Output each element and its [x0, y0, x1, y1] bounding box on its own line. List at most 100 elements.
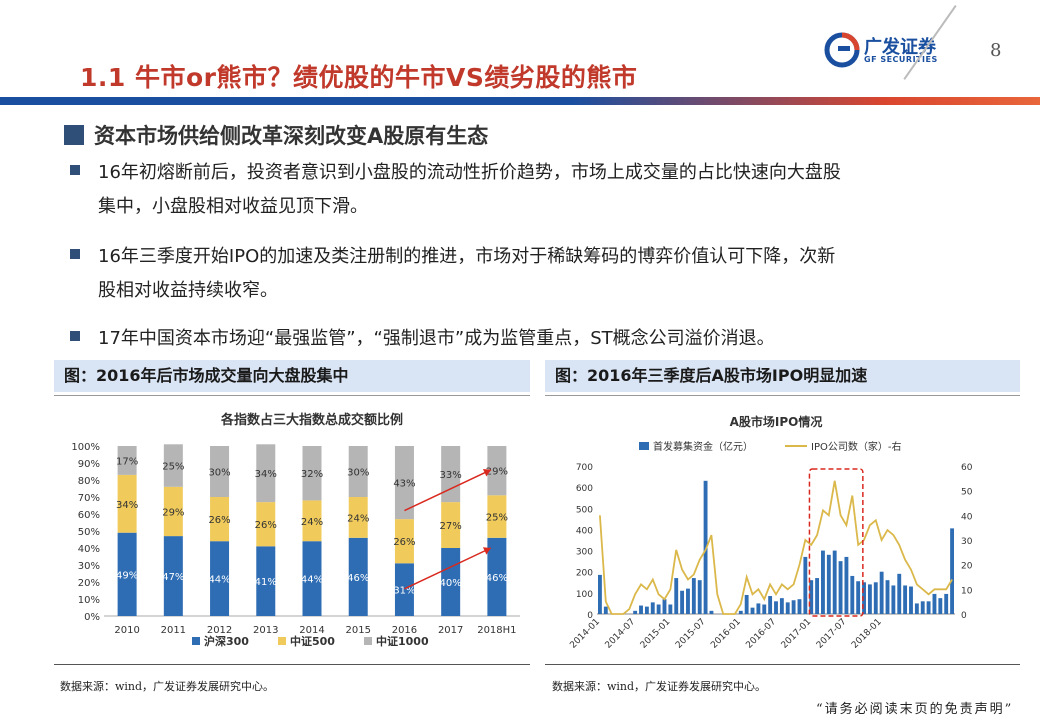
bullet-text: 16年三季度开始IPO的加速及类注册制的推进，市场对于稀缺筹码的博弈价值认可下降… — [98, 246, 836, 267]
x-tick-label: 2016-07 — [744, 617, 778, 651]
bullet-text-continued: 股相对收益持续收窄。 — [98, 280, 278, 301]
right-figure-caption: 图：2016年三季度后A股市场IPO明显加速 — [545, 360, 1020, 392]
ipo-bar — [856, 581, 861, 614]
y-left-tick-label: 600 — [576, 484, 593, 494]
legend-label-bar: 首发募集资金（亿元） — [653, 440, 753, 453]
bar-segment — [210, 541, 230, 616]
bar-segment — [394, 563, 414, 616]
legend-label: 中证1000 — [376, 634, 429, 648]
ipo-bar — [691, 578, 696, 614]
bar-segment — [117, 474, 137, 533]
data-label: 34% — [255, 469, 277, 480]
ipo-bar — [862, 582, 866, 614]
left-figure-caption: 图：2016年后市场成交量向大盘股集中 — [54, 360, 530, 392]
data-label: 46% — [347, 573, 369, 584]
ipo-bar — [744, 594, 749, 614]
ipo-bar — [662, 599, 667, 614]
legend-label-line: IPO公司数（家）-右 — [811, 440, 901, 453]
chart-title: A股市场IPO情况 — [730, 414, 823, 429]
y-tick-label: 0% — [84, 612, 100, 623]
ipo-bar — [821, 550, 825, 614]
legend-label: 中证500 — [290, 634, 335, 648]
ipo-bar — [674, 578, 679, 614]
ipo-bar — [656, 604, 661, 614]
bar-segment — [487, 537, 507, 616]
legend-label: 沪深300 — [204, 634, 249, 648]
bar-segment — [117, 532, 137, 616]
data-label: 32% — [301, 469, 323, 480]
ipo-bar — [826, 554, 831, 614]
ipo-bar — [779, 598, 784, 614]
x-tick-label: 2014 — [299, 625, 324, 636]
y-tick-label: 20% — [78, 578, 100, 589]
data-label: 40% — [440, 578, 462, 589]
ipo-bar — [791, 600, 796, 614]
ipo-bar — [891, 585, 896, 614]
x-tick-label: 2018-01 — [850, 617, 884, 651]
y-left-tick-label: 700 — [576, 463, 593, 473]
x-tick-label: 2016 — [392, 625, 417, 636]
y-tick-label: 60% — [78, 510, 100, 521]
x-tick-label: 2014-07 — [604, 617, 638, 651]
data-label: 26% — [208, 515, 230, 526]
y-tick-label: 100% — [71, 442, 100, 453]
ipo-bar — [932, 593, 937, 614]
ipo-bar — [950, 528, 954, 614]
section-heading-text: 资本市场供给侧改革深刻改变A股原有生态 — [94, 124, 489, 148]
ipo-bar — [709, 610, 714, 614]
logo-text-en: GF SECURITIES — [864, 55, 938, 64]
trend-arrow-line — [404, 547, 492, 590]
x-tick-label: 2015-01 — [639, 617, 673, 651]
gf-logo-icon — [824, 32, 860, 68]
bar-segment — [487, 495, 507, 538]
logo-text-cn: 广发证券 — [864, 37, 936, 58]
bar-segment — [302, 500, 322, 542]
ipo-bar — [914, 603, 919, 614]
bullet-square-icon — [70, 249, 80, 259]
trend-arrow-head — [482, 547, 491, 555]
section-heading: 资本市场供给侧改革深刻改变A股原有生态 — [64, 120, 488, 150]
legend-swatch — [192, 637, 200, 645]
ipo-bar — [768, 596, 773, 614]
bar-segment — [163, 444, 183, 487]
ipo-bar — [809, 580, 814, 614]
ipo-bar — [697, 580, 702, 614]
ipo-bar — [832, 550, 837, 614]
data-label: 44% — [208, 575, 230, 586]
bar-segment — [348, 497, 368, 538]
ipo-bar — [680, 590, 685, 614]
bullet-square-icon — [70, 165, 80, 175]
bar-segment — [348, 537, 368, 616]
left-source-rule — [54, 664, 530, 665]
bullet-item-2: 16年三季度开始IPO的加速及类注册制的推进，市场对于稀缺筹码的博弈价值认可下降… — [70, 240, 835, 308]
y-right-tick-label: 30 — [961, 537, 973, 547]
data-label: 30% — [347, 468, 369, 479]
ipo-bar — [926, 601, 931, 614]
bullet-text: 16年初熔断前后，投资者意识到小盘股的流动性折价趋势，市场上成交量的占比快速向大… — [98, 162, 841, 183]
y-tick-label: 30% — [78, 561, 100, 572]
ipo-bar — [815, 578, 820, 614]
bar-segment — [256, 444, 276, 503]
bullet-text-continued: 集中，小盘股相对收益见顶下滑。 — [98, 196, 368, 217]
ipo-bar — [598, 574, 602, 614]
data-label: 34% — [116, 500, 138, 511]
data-label: 25% — [486, 513, 508, 524]
x-tick-label: 2013 — [253, 625, 278, 636]
ipo-bar — [644, 606, 649, 614]
y-right-tick-label: 20 — [961, 562, 973, 572]
page-number: 8 — [990, 40, 1002, 61]
highlight-box — [808, 468, 864, 617]
bullet-square-icon — [70, 331, 80, 341]
ipo-bar — [797, 599, 802, 614]
y-right-tick-label: 60 — [961, 463, 973, 473]
chart-title: 各指数占三大指数总成交额比例 — [220, 412, 403, 428]
x-tick-label: 2018H1 — [477, 625, 516, 636]
ipo-bar — [603, 606, 608, 614]
y-left-tick-label: 400 — [576, 526, 593, 536]
ipo-bar — [785, 602, 790, 614]
disclaimer-text: “请务必阅读末页的免责声明” — [816, 702, 1014, 717]
legend-swatch-bar — [639, 442, 649, 450]
bullet-item-1: 16年初熔断前后，投资者意识到小盘股的流动性折价趋势，市场上成交量的占比快速向大… — [70, 156, 841, 224]
ipo-bar — [897, 573, 902, 614]
